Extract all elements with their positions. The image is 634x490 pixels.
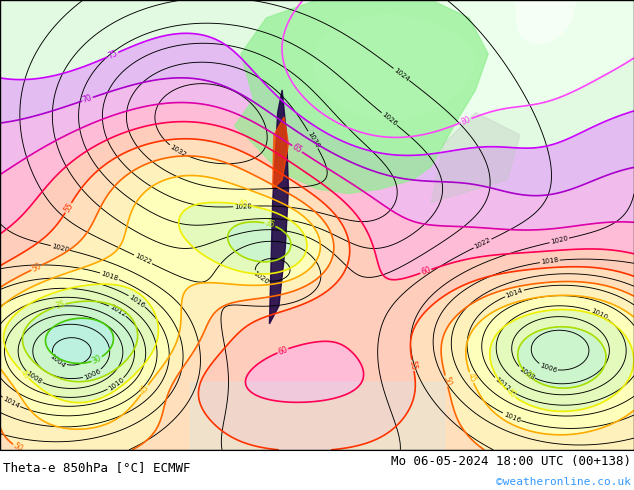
Text: 1006: 1006 <box>83 368 102 381</box>
Text: 1004: 1004 <box>49 353 67 368</box>
Polygon shape <box>273 117 288 189</box>
Text: 60: 60 <box>276 345 289 357</box>
Text: Mo 06-05-2024 18:00 UTC (00+138): Mo 06-05-2024 18:00 UTC (00+138) <box>391 455 631 467</box>
Text: 1020: 1020 <box>550 235 569 245</box>
Text: 1014: 1014 <box>2 395 20 409</box>
Text: 1010: 1010 <box>590 308 609 321</box>
Text: 1024: 1024 <box>392 67 410 82</box>
Text: 60: 60 <box>420 266 432 277</box>
Polygon shape <box>431 113 520 202</box>
Text: 1032: 1032 <box>169 144 187 158</box>
Text: 50: 50 <box>441 375 452 387</box>
Text: 1008: 1008 <box>25 370 43 385</box>
Text: 1020: 1020 <box>252 270 269 286</box>
Text: 50: 50 <box>30 261 43 274</box>
Text: 1016: 1016 <box>128 294 146 309</box>
Text: 1018: 1018 <box>100 270 119 282</box>
Text: 1008: 1008 <box>517 366 536 381</box>
Polygon shape <box>190 382 444 450</box>
Polygon shape <box>269 90 288 324</box>
Text: 55: 55 <box>62 201 75 214</box>
Polygon shape <box>0 0 634 450</box>
Text: 1018: 1018 <box>540 257 559 265</box>
Text: 1016: 1016 <box>503 411 521 423</box>
Text: 1022: 1022 <box>134 253 152 266</box>
Text: 35: 35 <box>522 369 535 382</box>
Text: 40: 40 <box>18 368 31 381</box>
Text: 35: 35 <box>264 219 276 230</box>
Text: Theta-e 850hPa [°C] ECMWF: Theta-e 850hPa [°C] ECMWF <box>3 461 191 474</box>
Text: 45: 45 <box>138 383 151 396</box>
Text: 1014: 1014 <box>505 287 524 299</box>
Text: 1006: 1006 <box>539 362 558 374</box>
Text: 1020: 1020 <box>51 243 70 253</box>
Text: 65: 65 <box>290 143 304 155</box>
Text: 1022: 1022 <box>474 237 492 250</box>
Text: 1012: 1012 <box>493 376 511 392</box>
Text: 80: 80 <box>460 115 472 126</box>
Text: 30: 30 <box>91 353 103 366</box>
Text: 1028: 1028 <box>234 203 252 210</box>
Text: 1026: 1026 <box>380 111 398 127</box>
Text: 1030: 1030 <box>306 130 320 149</box>
Text: 1010: 1010 <box>107 376 125 392</box>
Text: 1012: 1012 <box>108 303 127 318</box>
Text: 70: 70 <box>81 94 93 105</box>
Text: ©weatheronline.co.uk: ©weatheronline.co.uk <box>496 477 631 487</box>
Text: 45: 45 <box>465 371 477 384</box>
Text: 40: 40 <box>504 387 517 400</box>
Text: 75: 75 <box>107 49 119 61</box>
Text: 50: 50 <box>11 441 24 454</box>
Text: 35: 35 <box>54 300 66 311</box>
Text: 55: 55 <box>408 360 418 371</box>
Text: 40: 40 <box>238 199 249 210</box>
Polygon shape <box>235 0 488 194</box>
